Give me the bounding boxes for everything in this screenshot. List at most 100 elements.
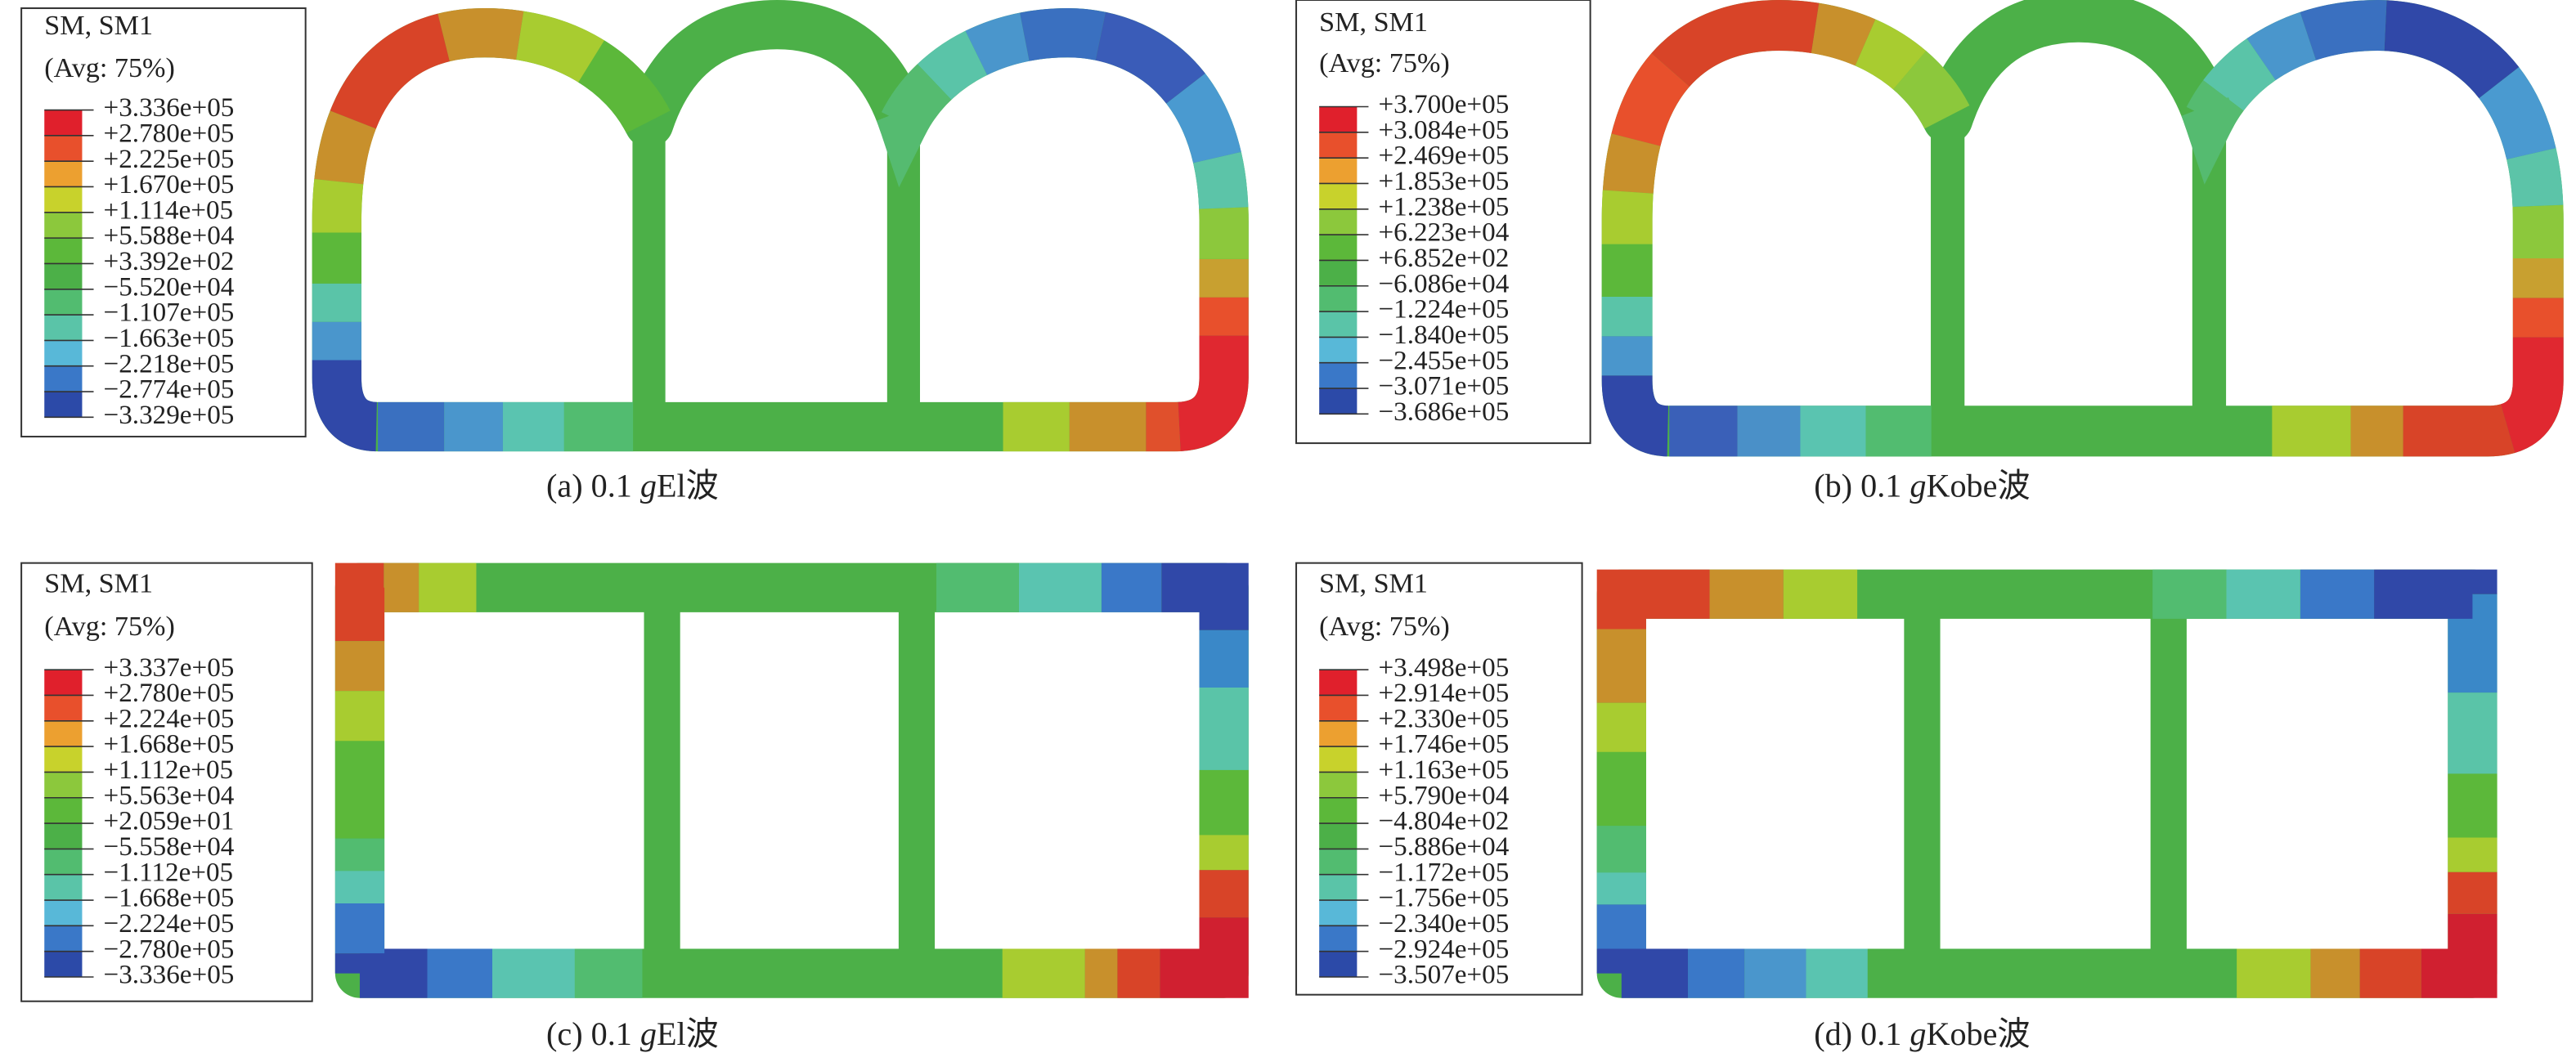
stress-contour bbox=[1596, 569, 2497, 998]
legend-swatch bbox=[1319, 362, 1358, 389]
stress-contour bbox=[334, 562, 1249, 998]
stress-contour bbox=[312, 0, 1249, 452]
caption-label: (d) bbox=[1814, 1015, 1852, 1052]
stress-contour bbox=[334, 562, 1249, 998]
stress-contour bbox=[1601, 0, 2564, 457]
stress-contour bbox=[312, 0, 1249, 452]
stress-contour bbox=[1596, 569, 2497, 998]
stress-contour bbox=[1601, 0, 2564, 457]
legend-label: −1.107e+05 bbox=[104, 298, 235, 328]
stress-contour bbox=[312, 0, 1249, 452]
caption-unit: g bbox=[1910, 468, 1926, 504]
legend-title: SM, SM1 bbox=[44, 11, 153, 41]
stress-contour bbox=[1601, 0, 2564, 457]
legend-title: SM, SM1 bbox=[1319, 569, 1428, 599]
column bbox=[2150, 574, 2187, 993]
stress-contour bbox=[1601, 0, 2564, 457]
stress-contour bbox=[334, 562, 1249, 998]
legend-swatch bbox=[1319, 925, 1358, 952]
legend-swatch bbox=[1319, 746, 1358, 773]
legend-label: +5.563e+04 bbox=[104, 780, 235, 810]
caption-amplitude: 0.1 bbox=[1860, 1015, 1901, 1052]
stress-contour bbox=[1596, 569, 2497, 998]
caption-label: (c) bbox=[546, 1015, 583, 1052]
legend-label: −5.520e+04 bbox=[104, 271, 235, 302]
stress-contour bbox=[1596, 569, 2497, 998]
legend-swatch bbox=[44, 392, 83, 418]
legend-swatch bbox=[1319, 797, 1358, 824]
legend-label: +2.224e+05 bbox=[104, 703, 235, 733]
stress-contour bbox=[334, 562, 1249, 998]
legend-label: +2.780e+05 bbox=[104, 118, 235, 148]
caption-unit: g bbox=[1910, 1015, 1926, 1052]
caption: (b) 0.1 gKobe波 bbox=[1814, 468, 2030, 504]
legend-label: −3.336e+05 bbox=[104, 960, 235, 990]
stress-contour bbox=[1601, 0, 2564, 457]
stress-contour bbox=[1596, 569, 2497, 998]
legend-swatch bbox=[1319, 670, 1358, 696]
stress-contour bbox=[1596, 569, 2497, 998]
legend-label: +6.852e+02 bbox=[1378, 243, 1509, 273]
legend-label: +5.588e+04 bbox=[104, 221, 235, 251]
column bbox=[1904, 574, 1941, 993]
legend-swatch bbox=[44, 849, 83, 875]
legend-swatch bbox=[1319, 106, 1358, 132]
legend-label: +3.700e+05 bbox=[1378, 89, 1509, 119]
legend-swatch bbox=[1319, 158, 1358, 184]
legend-label: −3.686e+05 bbox=[1378, 397, 1509, 427]
legend-label: +1.112e+05 bbox=[104, 755, 234, 785]
stress-contour bbox=[1596, 569, 2497, 998]
legend-swatch bbox=[44, 110, 83, 136]
stress-contour bbox=[1596, 569, 2497, 998]
caption: (c) 0.1 gEl波 bbox=[546, 1015, 719, 1052]
stress-contour bbox=[1601, 0, 2564, 457]
legend-swatch bbox=[44, 340, 83, 366]
stress-contour bbox=[312, 0, 1249, 452]
stress-contour bbox=[1596, 569, 2497, 998]
legend-swatch bbox=[44, 772, 83, 798]
stress-contour bbox=[1596, 569, 2497, 998]
stress-contour bbox=[1596, 569, 2497, 998]
legend-swatch bbox=[44, 925, 83, 952]
stress-contour bbox=[334, 562, 1249, 998]
lining bbox=[334, 562, 1249, 998]
stress-contour bbox=[1601, 0, 2564, 457]
stress-contour bbox=[312, 0, 1249, 452]
legend-label: −2.774e+05 bbox=[104, 374, 235, 405]
stress-contour bbox=[1596, 569, 2497, 998]
legend-label: +1.114e+05 bbox=[104, 195, 234, 225]
stress-contour bbox=[1601, 0, 2564, 457]
stress-contour bbox=[312, 0, 1249, 452]
legend-label: −1.224e+05 bbox=[1378, 294, 1509, 325]
stress-contour bbox=[1596, 569, 2497, 998]
legend-swatch bbox=[1319, 311, 1358, 338]
stress-contour bbox=[334, 562, 1249, 998]
stress-contour bbox=[1596, 569, 2497, 998]
caption: (a) 0.1 gEl波 bbox=[546, 468, 719, 504]
panel: SM, SM1 (Avg: 75%) +3.336e+05+2.780e+05+2.… bbox=[20, 0, 1249, 504]
stress-contour bbox=[334, 562, 1249, 998]
column bbox=[644, 567, 680, 993]
panel: SM, SM1 (Avg: 75%) +3.498e+05+2.914e+05+2.… bbox=[1295, 562, 2497, 1052]
caption-wave: El波 bbox=[657, 468, 719, 504]
legend-swatch bbox=[44, 161, 83, 187]
legend-label: −1.112e+05 bbox=[104, 857, 234, 887]
stress-contour bbox=[334, 562, 1249, 998]
stress-contour bbox=[334, 562, 1249, 998]
panel: SM, SM1 (Avg: 75%) +3.700e+05+3.084e+05+2.… bbox=[1295, 0, 2564, 504]
tunnel-section bbox=[1596, 569, 2497, 998]
legend-label: +2.780e+05 bbox=[104, 678, 235, 708]
stress-contour bbox=[312, 0, 1249, 452]
legend-swatch bbox=[1319, 132, 1358, 159]
legend-label: −2.224e+05 bbox=[104, 908, 235, 939]
legend-swatch bbox=[44, 315, 83, 341]
stress-contour bbox=[1601, 0, 2564, 457]
stress-contour bbox=[312, 0, 1249, 452]
stress-contour bbox=[1601, 0, 2564, 457]
caption-wave: Kobe波 bbox=[1926, 1015, 2030, 1052]
stress-contour bbox=[1601, 0, 2564, 457]
legend-label: −3.507e+05 bbox=[1378, 960, 1509, 990]
stress-contour bbox=[1601, 0, 2564, 457]
caption-amplitude: 0.1 bbox=[1860, 468, 1901, 504]
stress-contour bbox=[334, 562, 1249, 998]
